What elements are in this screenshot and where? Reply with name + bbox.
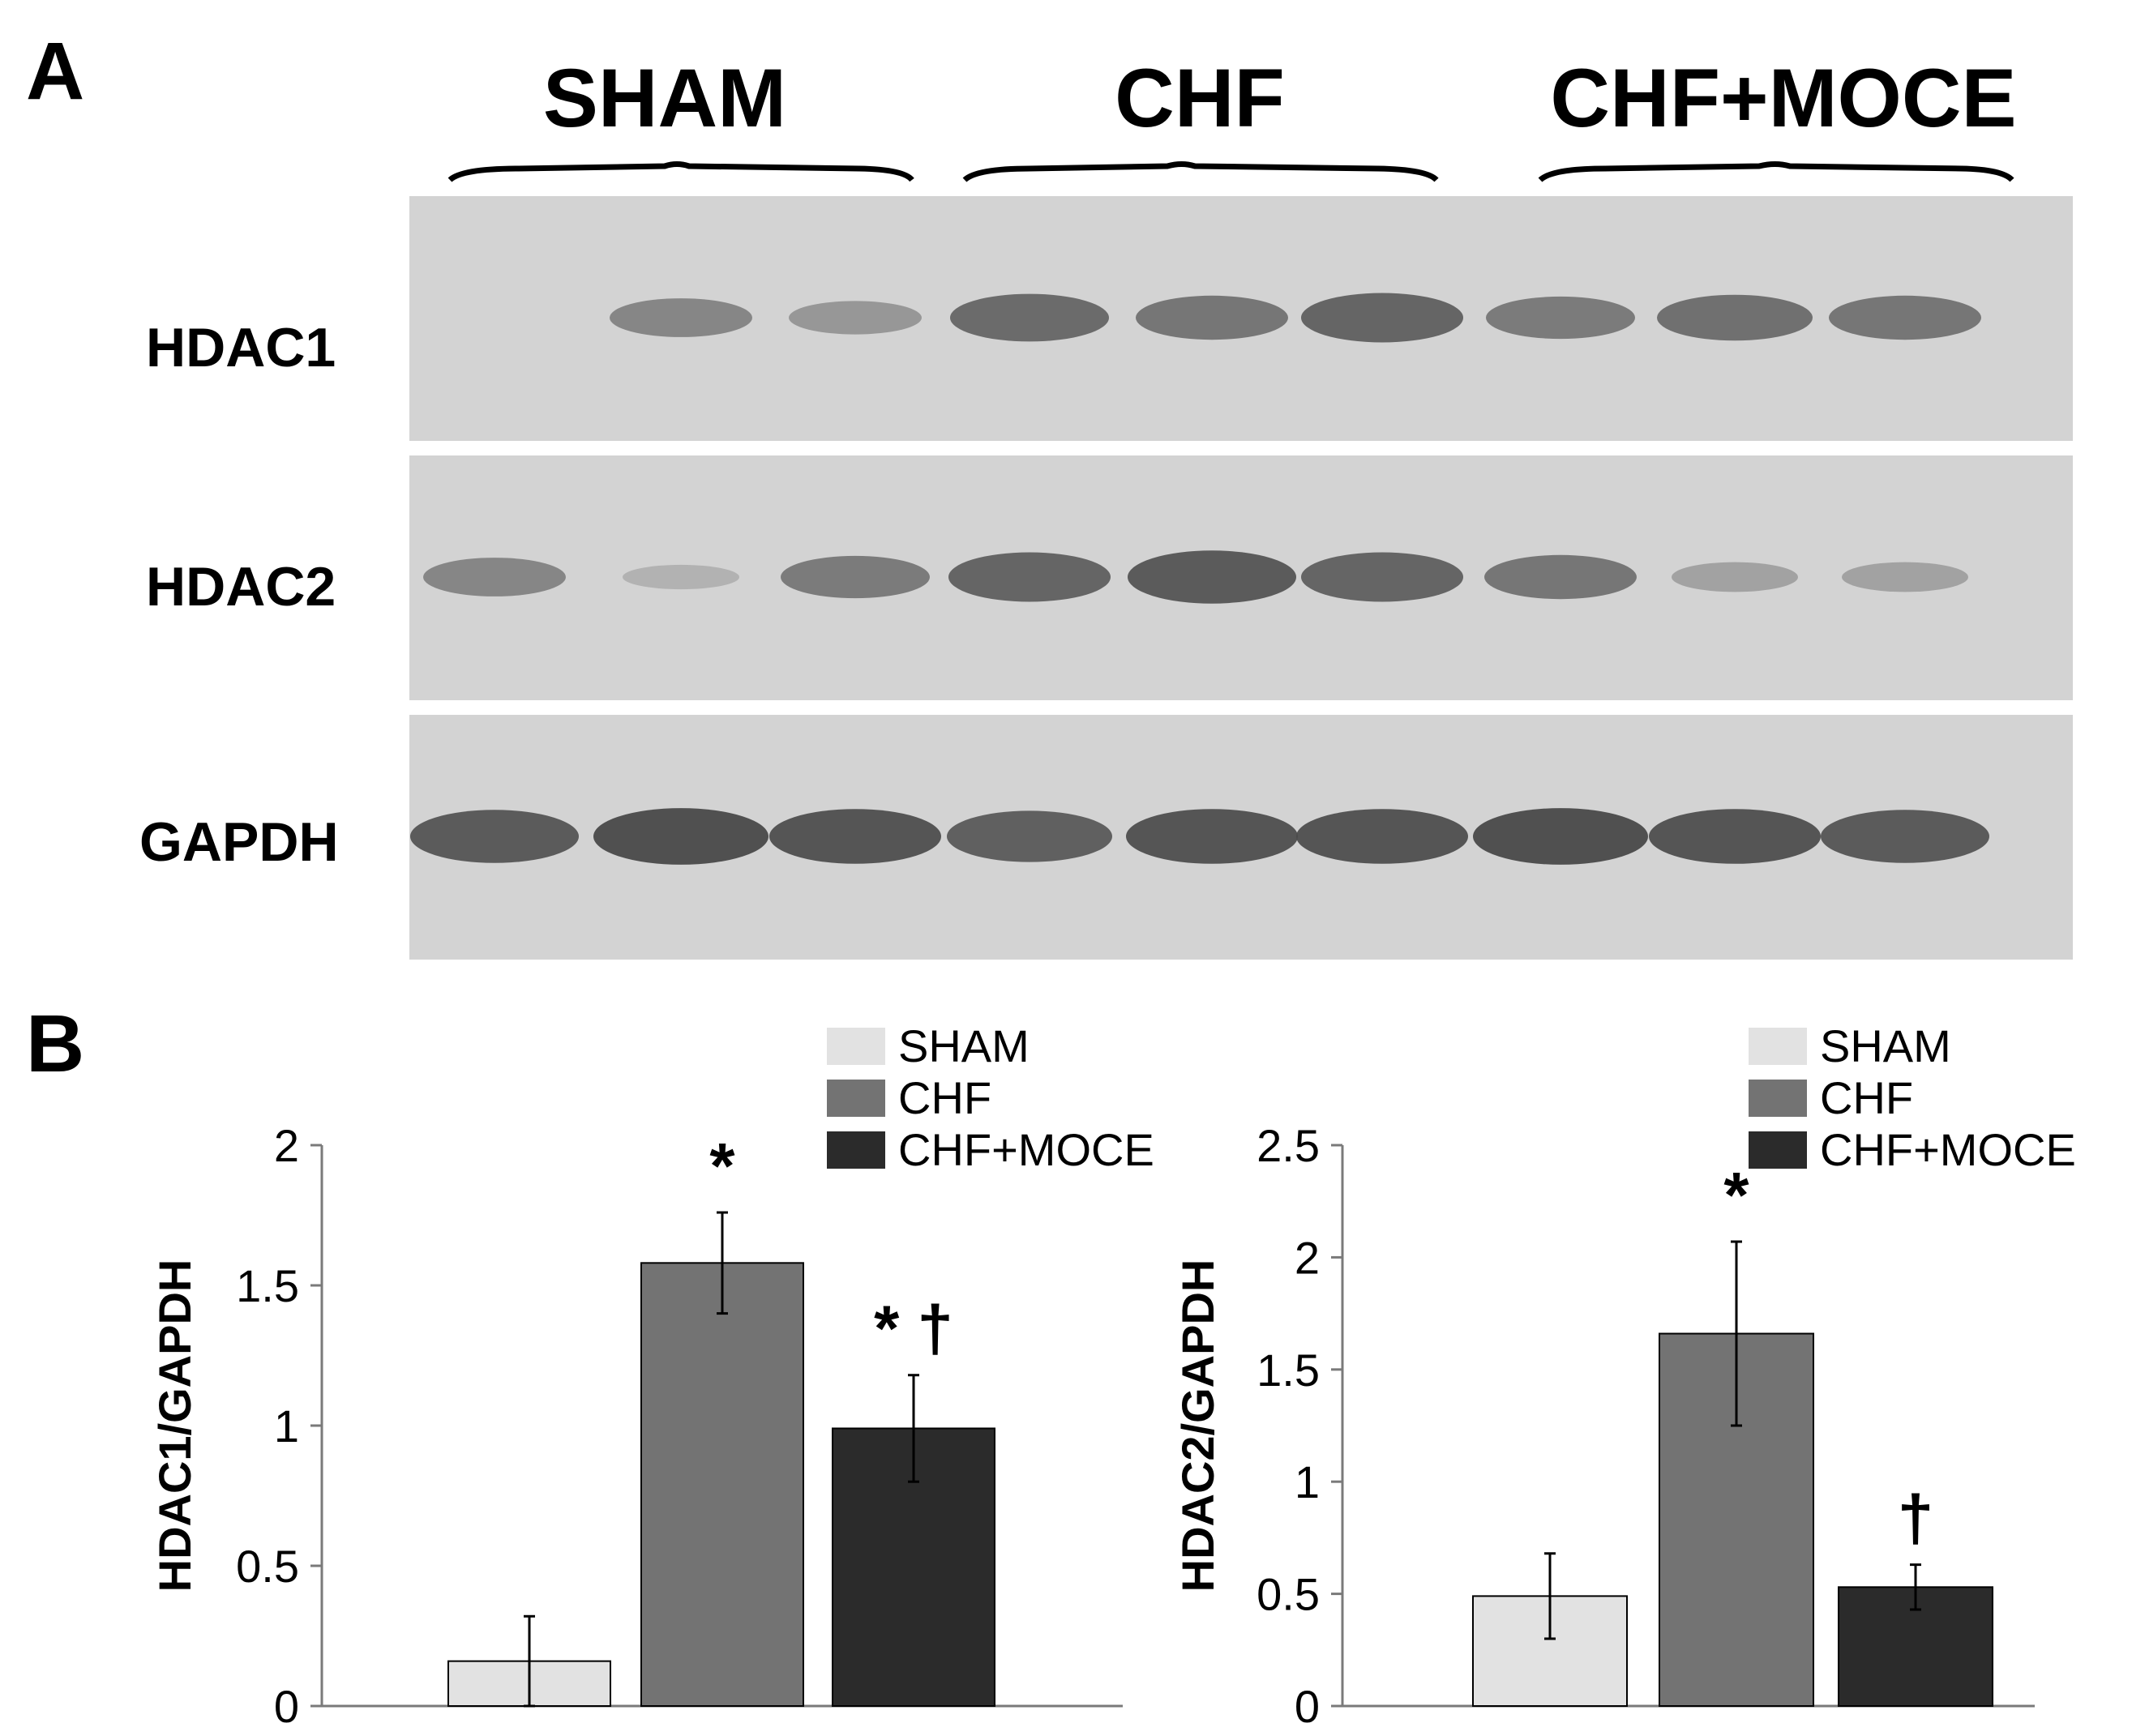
blot-band (947, 810, 1112, 862)
blot-band (1126, 809, 1298, 864)
group-brackets (447, 161, 2014, 182)
legend-label: CHF (898, 1072, 991, 1123)
y-tick-label: 0.5 (1257, 1569, 1320, 1620)
blot-band (1484, 554, 1637, 600)
y-tick-label: 0 (1295, 1681, 1320, 1732)
blot-band (1649, 809, 1821, 864)
y-tick-label: 1.5 (1257, 1345, 1320, 1396)
legend-swatch (827, 1131, 885, 1169)
blot-band (1128, 550, 1296, 604)
legend-label: SHAM (898, 1020, 1030, 1071)
blot-band (1657, 294, 1813, 341)
blot-hdac2 (409, 455, 2073, 700)
y-tick-label: 1.5 (236, 1260, 299, 1311)
blot-gapdh (409, 715, 2073, 960)
blot-band (950, 293, 1109, 342)
blot-band (1486, 296, 1635, 340)
legend-label: SHAM (1820, 1020, 1951, 1071)
legend-swatch (1749, 1080, 1807, 1117)
bracket-sham (447, 161, 914, 182)
group-label-chf: CHF (1115, 52, 1285, 144)
y-tick-label: 1 (1295, 1456, 1320, 1507)
blot-band (1821, 810, 1989, 863)
row-label-gapdh: GAPDH (139, 811, 339, 873)
blot-band (423, 558, 566, 596)
significance-mark: * (1723, 1159, 1749, 1231)
y-tick-label: 2 (274, 1120, 299, 1171)
y-tick-label: 2 (1295, 1232, 1320, 1283)
y-tick-label: 2.5 (1257, 1120, 1320, 1171)
blot-band (1136, 295, 1288, 340)
bracket-chf-moce (1538, 161, 2014, 182)
blot-band (1296, 809, 1468, 864)
blot-band (1473, 808, 1648, 865)
y-tick-label: 0.5 (236, 1541, 299, 1592)
blot-band (1301, 293, 1463, 343)
legend-swatch (1749, 1028, 1807, 1065)
panel-a-letter: A (26, 26, 85, 117)
blot-band (1842, 562, 1968, 592)
blot-band (948, 552, 1111, 602)
panel-b-letter: B (26, 998, 85, 1089)
legend-label: CHF+MOCE (1820, 1124, 2076, 1175)
y-axis-label: HDAC1/GAPDH (149, 1259, 200, 1593)
blot-band (1829, 295, 1981, 340)
legend-swatch (1749, 1131, 1807, 1169)
significance-mark: † (1898, 1482, 1934, 1554)
y-axis-label: HDAC2/GAPDH (1172, 1259, 1223, 1593)
legend-swatch (827, 1028, 885, 1065)
group-label-sham: SHAM (542, 52, 787, 144)
blot-band (623, 564, 739, 590)
blot-band (610, 298, 752, 337)
blot-band (789, 301, 922, 335)
row-label-hdac1: HDAC1 (146, 317, 336, 378)
y-tick-label: 0 (274, 1681, 299, 1732)
blot-band (781, 555, 930, 599)
blot-band (410, 810, 579, 863)
y-tick-label: 1 (274, 1400, 299, 1452)
group-label-chf-moce: CHF+MOCE (1550, 52, 2017, 144)
row-label-hdac2: HDAC2 (146, 556, 336, 618)
legend-label: CHF+MOCE (898, 1124, 1154, 1175)
blot-band (1301, 552, 1463, 602)
legend-swatch (827, 1080, 885, 1117)
blot-hdac1 (409, 196, 2073, 441)
significance-mark: * (709, 1130, 735, 1202)
blot-band (593, 808, 768, 865)
significance-mark: * † (874, 1293, 953, 1365)
blot-band (769, 809, 941, 864)
bracket-chf (962, 161, 1439, 182)
legend-label: CHF (1820, 1072, 1913, 1123)
bar-chf (640, 1262, 804, 1707)
blot-band (1672, 562, 1798, 592)
